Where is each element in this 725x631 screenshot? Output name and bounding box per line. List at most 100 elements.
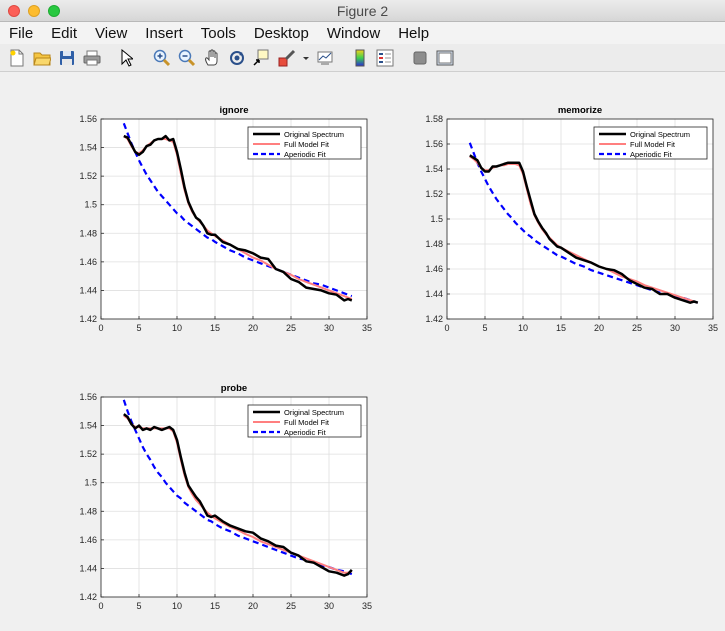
y-tick-label: 1.44	[79, 285, 97, 295]
y-tick-label: 1.56	[79, 114, 97, 124]
y-tick-label: 1.48	[425, 239, 443, 249]
x-tick-label: 30	[670, 323, 680, 333]
x-tick-label: 20	[248, 601, 258, 611]
y-tick-label: 1.42	[79, 592, 97, 602]
x-tick-label: 35	[708, 323, 718, 333]
pointer-icon[interactable]	[117, 48, 137, 68]
x-tick-label: 5	[136, 323, 141, 333]
window-title: Figure 2	[336, 3, 389, 19]
y-tick-label: 1.5	[430, 214, 443, 224]
maximize-window-button[interactable]	[48, 5, 60, 17]
menu-view[interactable]: View	[95, 24, 128, 42]
legend-label: Full Model Fit	[284, 418, 330, 427]
line-original-spectrum	[469, 154, 699, 304]
y-tick-label: 1.48	[79, 506, 97, 516]
y-tick-label: 1.52	[425, 189, 443, 199]
line-aperiodic-fit	[468, 142, 699, 304]
y-tick-label: 1.48	[79, 228, 97, 238]
menu-window[interactable]: Window	[326, 24, 381, 42]
axes-title: probe	[221, 383, 247, 394]
menu-help[interactable]: Help	[398, 24, 430, 42]
axes-title: memorize	[558, 105, 602, 116]
line-original-spectrum	[123, 413, 353, 577]
line-original-spectrum	[123, 134, 353, 302]
menu-edit[interactable]: Edit	[51, 24, 78, 42]
x-tick-label: 10	[172, 323, 182, 333]
pan-icon[interactable]	[202, 48, 222, 68]
close-window-button[interactable]	[8, 5, 20, 17]
brush-icon[interactable]	[277, 48, 297, 68]
data-cursor-icon[interactable]	[252, 48, 272, 68]
legend-label: Aperiodic Fit	[630, 150, 673, 159]
link-plot-icon[interactable]	[315, 48, 335, 68]
axes-probe[interactable]: 0 5 10 15 20 25 30 35 1.42 1.44 1.46 1.48 1.5 1.52 1.5…	[79, 383, 372, 611]
x-tick-label: 15	[556, 323, 566, 333]
legend-label: Full Model Fit	[630, 140, 676, 149]
y-tick-label: 1.54	[425, 164, 443, 174]
y-tick-label: 1.46	[79, 535, 97, 545]
line-aperiodic-fit	[122, 122, 353, 298]
axes-title: ignore	[219, 105, 248, 116]
rotate-3d-icon[interactable]	[227, 48, 247, 68]
x-tick-label: 35	[362, 323, 372, 333]
legend-label: Original Spectrum	[630, 130, 690, 139]
x-tick-label: 0	[444, 323, 449, 333]
menu-tools[interactable]: Tools	[200, 24, 236, 42]
x-tick-label: 10	[172, 601, 182, 611]
x-tick-label: 35	[362, 601, 372, 611]
y-tick-label: 1.5	[84, 200, 97, 210]
y-tick-label: 1.44	[79, 563, 97, 573]
axes-box	[100, 396, 368, 598]
x-tick-label: 15	[210, 601, 220, 611]
new-figure-icon[interactable]	[7, 48, 27, 68]
menu-desktop[interactable]: Desktop	[253, 24, 309, 42]
figure-svg: 0 5 10 15 20 25 30 35 1.42 1.44 1.46 1.48 1.5 1.52 1.5…	[79, 105, 718, 611]
x-tick-label: 5	[136, 601, 141, 611]
x-tick-label: 15	[210, 323, 220, 333]
axes-box	[100, 118, 368, 320]
x-tick-label: 20	[248, 323, 258, 333]
x-tick-label: 25	[632, 323, 642, 333]
legend-label: Aperiodic Fit	[284, 428, 327, 437]
minimize-window-button[interactable]	[28, 5, 40, 17]
x-tick-label: 0	[98, 323, 103, 333]
axes-ignore[interactable]: 0 5 10 15 20 25 30 35 1.42 1.44 1.46 1.48 1.5 1.52 1.5…	[79, 105, 372, 333]
x-tick-label: 0	[98, 601, 103, 611]
legend-label: Original Spectrum	[284, 408, 344, 417]
y-tick-label: 1.5	[84, 478, 97, 488]
x-tick-label: 25	[286, 323, 296, 333]
zoom-in-icon[interactable]	[152, 48, 172, 68]
title-bar: Figure 2	[0, 0, 725, 22]
figure-canvas: 0 5 10 15 20 25 30 35 1.42 1.44 1.46 1.48 1.5 1.52 1.5…	[0, 73, 725, 631]
legend-label: Full Model Fit	[284, 140, 330, 149]
dropdown-arrow-icon[interactable]	[302, 48, 310, 68]
axes-memorize[interactable]: 0 5 10 15 20 25 30 35 1.42 1.44 1.46 1.48 1.5 1.52 1.5…	[425, 105, 718, 333]
print-icon[interactable]	[82, 48, 102, 68]
save-icon[interactable]	[57, 48, 77, 68]
y-tick-label: 1.54	[79, 143, 97, 153]
menu-insert[interactable]: Insert	[145, 24, 183, 42]
legend-label: Original Spectrum	[284, 130, 344, 139]
y-tick-label: 1.52	[79, 171, 97, 181]
x-tick-label: 5	[482, 323, 487, 333]
y-tick-label: 1.56	[79, 392, 97, 402]
menu-bar: File Edit View Insert Tools Desktop Window Help	[0, 22, 725, 44]
y-tick-label: 1.52	[79, 449, 97, 459]
y-tick-label: 1.54	[79, 421, 97, 431]
hide-plot-tools-icon[interactable]	[410, 48, 430, 68]
legend-icon[interactable]	[375, 48, 395, 68]
open-file-icon[interactable]	[32, 48, 52, 68]
zoom-out-icon[interactable]	[177, 48, 197, 68]
y-tick-label: 1.46	[425, 264, 443, 274]
y-tick-label: 1.42	[425, 314, 443, 324]
y-tick-label: 1.42	[79, 314, 97, 324]
show-plot-tools-icon[interactable]	[435, 48, 455, 68]
y-tick-label: 1.56	[425, 139, 443, 149]
colorbar-icon[interactable]	[350, 48, 370, 68]
x-tick-label: 30	[324, 601, 334, 611]
y-tick-label: 1.46	[79, 257, 97, 267]
menu-file[interactable]: File	[9, 24, 34, 42]
